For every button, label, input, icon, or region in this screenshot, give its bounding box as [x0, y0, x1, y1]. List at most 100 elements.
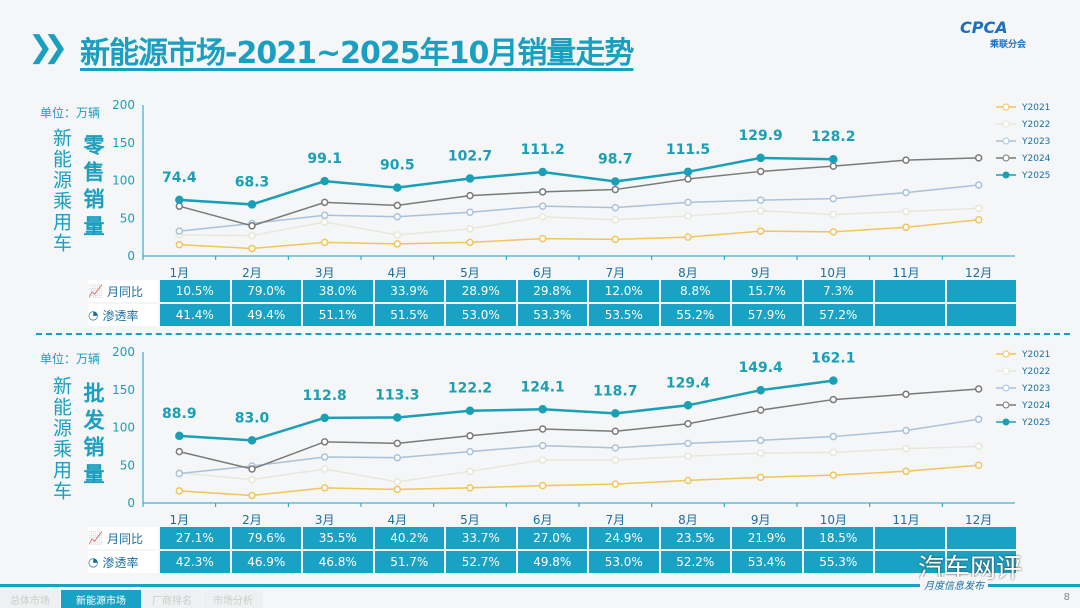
data-point-Y2022: [684, 452, 692, 460]
table-row: ◔ 渗透率 41.4% 49.4% 51.1% 51.5% 53.0% 53.3% 53.5% 5…: [88, 304, 1016, 326]
data-point-Y2025: [756, 385, 765, 395]
x-tick-label: 12月: [965, 513, 992, 527]
data-point-Y2022: [466, 225, 474, 233]
x-tick-label: 11月: [892, 266, 919, 280]
data-label: 118.7: [593, 383, 637, 399]
data-point-Y2022: [974, 442, 983, 451]
pie-chart-icon: ◔: [88, 555, 99, 569]
data-point-Y2025: [465, 406, 475, 415]
series-line-Y2024: [179, 388, 979, 470]
data-point-Y2025: [175, 195, 184, 205]
data-point-Y2024: [829, 162, 838, 170]
data-point-Y2025: [247, 200, 257, 209]
row-label: 📈 月同比: [88, 527, 158, 549]
table-cell: 40.2%: [374, 527, 444, 549]
data-point-Y2023: [175, 227, 184, 235]
data-point-Y2022: [393, 478, 402, 486]
data-point-Y2021: [320, 238, 329, 247]
table-cell: 51.1%: [303, 304, 373, 326]
data-point-Y2021: [974, 216, 983, 224]
data-point-Y2024: [829, 395, 838, 404]
data-point-Y2022: [974, 204, 983, 213]
series-line-Y2021: [179, 219, 979, 250]
data-point-Y2021: [684, 476, 692, 485]
series-line-Y2023: [179, 418, 979, 475]
data-point-Y2025: [538, 405, 547, 414]
data-label: 102.7: [448, 148, 492, 164]
data-point-Y2024: [393, 439, 402, 448]
table-cell: 28.9%: [446, 280, 516, 302]
x-tick-label: 4月: [388, 266, 408, 280]
table-cell: 49.8%: [517, 551, 587, 573]
series-line-Y2021: [179, 464, 979, 497]
y-tick-label: 0: [127, 496, 135, 510]
data-label: 111.2: [521, 142, 565, 158]
row-label-text: 月同比: [106, 284, 143, 299]
table-cell: 53.4%: [732, 551, 802, 573]
x-tick-label: 2月: [242, 513, 262, 527]
data-point-Y2021: [393, 485, 402, 494]
x-tick-label: 8月: [678, 266, 698, 280]
data-point-Y2023: [684, 439, 692, 448]
series-line-Y2022: [179, 445, 979, 483]
y-tick-label: 0: [127, 249, 135, 263]
y-tick-label: 100: [112, 421, 135, 435]
legend-label: Y2021: [1021, 350, 1050, 360]
data-point-Y2021: [393, 240, 402, 248]
data-label: 149.4: [739, 360, 784, 376]
data-point-Y2025: [320, 176, 329, 186]
footer-tab[interactable]: 厂商排名: [142, 590, 202, 608]
footer-tab[interactable]: 新能源市场: [61, 590, 141, 608]
x-tick-label: 6月: [533, 513, 553, 527]
data-point-Y2025: [829, 376, 838, 385]
x-tick-label: 12月: [965, 266, 992, 280]
table-cell: [875, 551, 945, 573]
data-point-Y2021: [756, 473, 765, 482]
row-label-text: 渗透率: [102, 308, 139, 323]
table-cell: 12.0%: [589, 280, 659, 302]
footer-tab[interactable]: 总体市场: [0, 590, 60, 608]
data-point-Y2023: [829, 194, 838, 203]
retail-chart: 0 50 100 150 200 1月 2月 3月 4月 5月 6月 7月 8月 9月 10月 11月 12月 Y…: [112, 98, 1051, 280]
data-point-Y2021: [538, 234, 547, 243]
data-point-Y2021: [248, 491, 256, 500]
table-cell: 51.7%: [374, 551, 444, 573]
data-point-Y2022: [320, 465, 329, 473]
data-point-Y2022: [902, 444, 910, 453]
data-label: 124.1: [521, 379, 565, 395]
data-point-Y2024: [248, 222, 256, 230]
data-point-Y2024: [320, 438, 329, 446]
data-label: 74.4: [162, 170, 197, 186]
data-point-Y2022: [320, 218, 329, 226]
data-label: 111.5: [666, 142, 710, 158]
footer-tab[interactable]: 市场分析: [203, 590, 263, 608]
table-row: 📈 月同比 10.5% 79.0% 38.0% 33.9% 28.9% 29.8% 12.0% 8…: [88, 280, 1016, 302]
series-line-Y2024: [179, 157, 979, 227]
data-point-Y2021: [538, 481, 547, 490]
table-cell: 15.7%: [732, 280, 802, 302]
data-point-Y2023: [538, 202, 547, 210]
data-point-Y2024: [974, 385, 983, 393]
legend-label: Y2022: [1021, 367, 1050, 377]
footer-tabs: 总体市场 新能源市场 厂商排名 市场分析: [0, 590, 264, 608]
data-point-Y2022: [611, 456, 620, 464]
data-point-Y2025: [611, 409, 620, 418]
metric-label: 零售销量: [81, 134, 105, 242]
y-tick-label: 150: [112, 136, 135, 150]
data-point-Y2021: [248, 244, 256, 253]
data-point-Y2021: [974, 461, 983, 469]
table-cell: 33.7%: [446, 527, 516, 549]
table-cell: 38.0%: [303, 280, 373, 302]
data-point-Y2025: [829, 154, 838, 164]
table-cell: 7.3%: [803, 280, 873, 302]
row-label: ◔ 渗透率: [88, 304, 158, 326]
data-point-Y2024: [684, 419, 692, 428]
cpca-logo: CPCA 乘联分会: [960, 18, 1027, 50]
table-cell: 53.0%: [446, 304, 516, 326]
y-tick-label: 50: [120, 211, 135, 225]
legend-marker: [1002, 137, 1010, 145]
table-cell: 46.8%: [303, 551, 373, 573]
retail-table: 📈 月同比 10.5% 79.0% 38.0% 33.9% 28.9% 29.8% 12.0% 8…: [88, 280, 1016, 328]
data-point-Y2023: [902, 188, 910, 197]
data-point-Y2022: [538, 212, 547, 221]
